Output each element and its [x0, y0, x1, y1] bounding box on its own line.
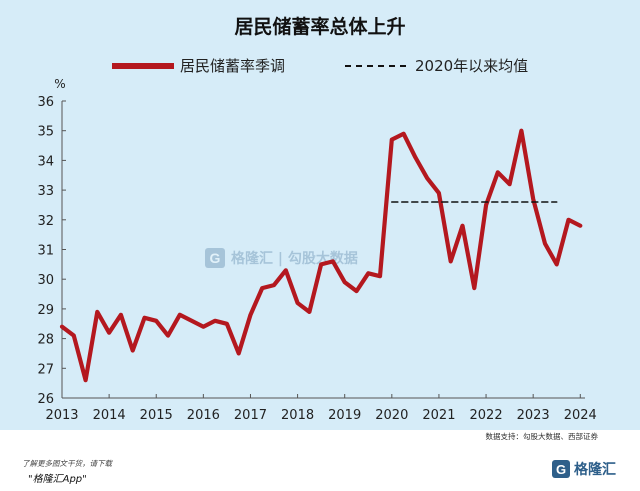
x-tick-label: 2024 [564, 408, 597, 423]
y-tick-label: 33 [37, 184, 54, 199]
x-tick-label: 2022 [470, 408, 503, 423]
line-chart: 26 27 28 29 30 31 32 33 34 35 36% 2013 2014 2015 2016 2… [37, 77, 597, 423]
y-tick-label: 36 [37, 95, 54, 110]
footer-line2: "格隆汇App" [28, 474, 87, 485]
y-axis-unit: % [54, 77, 65, 91]
x-tick-label: 2021 [422, 408, 455, 423]
y-tick-label: 29 [37, 303, 54, 318]
x-tick-label: 2013 [45, 408, 78, 423]
series-line-savings-rate [59, 128, 583, 383]
y-tick-label: 30 [37, 273, 54, 288]
x-tick-label: 2015 [140, 408, 173, 423]
y-tick-label: 27 [37, 362, 54, 377]
x-tick-label: 2014 [93, 408, 126, 423]
legend-swatch-savings [112, 63, 174, 69]
footer-line1: 了解更多图文干货，请下载 [22, 459, 112, 468]
legend-label-mean: 2020年以来均值 [415, 57, 529, 75]
chart-panel [0, 0, 640, 430]
source-note: 数据支持：勾股大数据、西部证券 [485, 432, 599, 441]
logo-text: 格隆汇 [574, 462, 616, 478]
x-tick-label: 2020 [375, 408, 408, 423]
logo-icon: G [552, 460, 570, 478]
y-tick-label: 31 [37, 244, 54, 259]
x-tick-label: 2016 [187, 408, 220, 423]
y-tick-label: 28 [37, 333, 54, 348]
y-tick-label: 35 [37, 125, 54, 140]
brand-logo: G 格隆汇 [552, 458, 616, 480]
x-tick-label: 2018 [281, 408, 314, 423]
watermark-logo-icon: G [205, 248, 225, 268]
legend-label-savings: 居民储蓄率季调 [180, 57, 286, 75]
x-tick-label: 2023 [517, 408, 550, 423]
y-tick-label: 26 [37, 392, 54, 407]
y-tick-label: 34 [37, 154, 54, 169]
x-tick-label: 2019 [328, 408, 361, 423]
y-tick-label: 32 [37, 214, 54, 229]
chart-title: 居民储蓄率总体上升 [234, 16, 406, 38]
x-tick-label: 2017 [234, 408, 267, 423]
